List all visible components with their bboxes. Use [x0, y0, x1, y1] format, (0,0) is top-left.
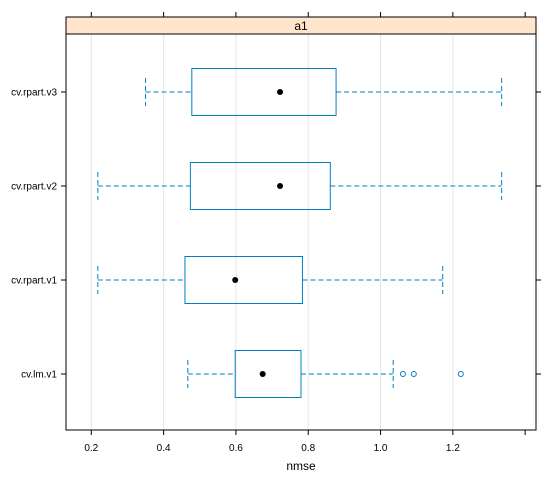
median-dot — [259, 371, 266, 377]
outlier-point — [410, 371, 417, 377]
y-tick-label: cv.rpart.v3 — [11, 88, 57, 99]
grid-lines — [90, 34, 454, 430]
median-dot — [277, 89, 284, 95]
median-dot — [277, 183, 284, 189]
x-tick-label: 0.8 — [301, 443, 315, 454]
outlier-point — [457, 371, 464, 377]
y-tick-label: cv.rpart.v1 — [11, 276, 57, 287]
boxes-layer — [97, 68, 503, 398]
x-tick-label: 1.0 — [374, 443, 388, 454]
x-tick-label: 0.4 — [157, 443, 171, 454]
x-tick-label: 0.6 — [229, 443, 243, 454]
x-tick-label: 1.2 — [446, 443, 460, 454]
panel-strip-title: a1 — [294, 19, 308, 33]
x-tick-label: 0.2 — [84, 443, 98, 454]
x-axis-label: nmse — [286, 459, 316, 473]
box-iqr — [234, 350, 302, 398]
outlier-point — [399, 371, 406, 377]
box-iqr — [189, 162, 331, 210]
y-tick-label: cv.lm.v1 — [21, 370, 57, 381]
box-iqr — [191, 68, 337, 116]
panel-border — [65, 16, 537, 431]
median-dot — [232, 277, 239, 283]
y-axis-labels: cv.rpart.v3 cv.rpart.v2 cv.rpart.v1 cv.lm.v… — [11, 88, 541, 381]
x-axis-ticks: 0.2 0.4 0.6 0.8 1.0 1.2 — [84, 12, 526, 454]
y-tick-label: cv.rpart.v2 — [11, 182, 57, 193]
box-iqr — [184, 256, 303, 304]
